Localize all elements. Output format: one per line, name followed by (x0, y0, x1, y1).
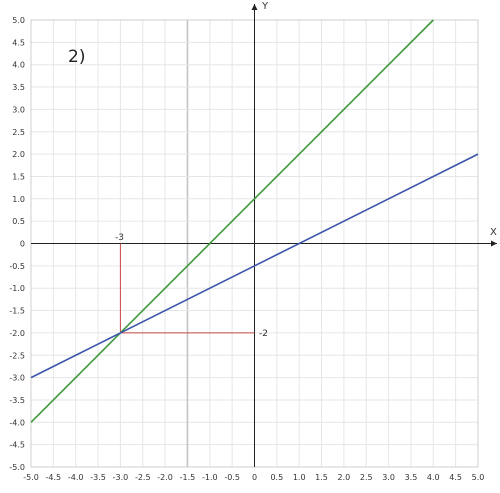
y-tick-label: 5.0 (12, 16, 25, 25)
y-tick-label: 4.5 (12, 38, 25, 47)
y-tick-label: 4.0 (12, 61, 25, 70)
x-tick-label: -5.0 (23, 473, 39, 482)
y-tick-label: 2.5 (12, 128, 25, 137)
guide-y-label: -2 (259, 329, 268, 339)
y-axis-arrow (251, 4, 258, 10)
tick-labels: -5.0 -4.5 -4.0 -3.5 -3.0 -2.5 -2.0 -1.5 -1.0 -0.5… (9, 16, 484, 482)
x-tick-label: 3.5 (405, 473, 418, 482)
y-tick-label: -2.0 (9, 329, 25, 338)
y-tick-label: -1.5 (9, 307, 25, 316)
series-lines (30, 19, 479, 423)
series-line-2 (30, 153, 479, 379)
y-tick-label: -0.5 (9, 262, 25, 271)
y-tick-label: -1.0 (9, 284, 25, 293)
y-tick-label: -3.0 (9, 374, 25, 383)
guide-x-label: -3 (115, 233, 124, 243)
x-tick-label: -2.0 (157, 473, 173, 482)
y-tick-label: 3.5 (12, 83, 25, 92)
x-tick-label: 2.0 (338, 473, 351, 482)
x-tick-label: 4.5 (449, 473, 462, 482)
x-tick-label: -0.5 (224, 473, 240, 482)
y-tick-label: 1.5 (12, 172, 25, 181)
x-tick-label: 3.0 (382, 473, 395, 482)
y-tick-label: -5.0 (9, 463, 25, 472)
series-line-1 (30, 19, 434, 423)
y-tick-label: 3.0 (12, 105, 25, 114)
y-tick-label: 0 (20, 240, 25, 249)
x-tick-label: -4.5 (46, 473, 62, 482)
axes (31, 4, 497, 467)
y-tick-label: -4.0 (9, 418, 25, 427)
x-tick-label: 1.5 (315, 473, 328, 482)
x-axis-arrow (491, 240, 497, 247)
guide-lines (119, 243, 255, 334)
x-tick-label: 5.0 (472, 473, 485, 482)
y-tick-label: 2.0 (12, 150, 25, 159)
x-tick-label: 1.0 (293, 473, 306, 482)
x-tick-label: 4.0 (427, 473, 440, 482)
x-tick-label: -3.5 (90, 473, 106, 482)
y-axis-label: Y (261, 1, 269, 12)
y-tick-label: -3.5 (9, 396, 25, 405)
chart-title: 2) (68, 47, 85, 67)
x-tick-label: -2.5 (135, 473, 151, 482)
x-tick-label: -1.5 (180, 473, 196, 482)
y-tick-label: 1.0 (12, 195, 25, 204)
y-tick-label: 0.5 (12, 217, 25, 226)
x-tick-label: -3.0 (113, 473, 129, 482)
x-tick-label: 2.5 (360, 473, 373, 482)
y-tick-label: -2.5 (9, 351, 25, 360)
x-tick-label: 0.5 (270, 473, 283, 482)
x-tick-label: -4.0 (68, 473, 84, 482)
x-tick-label: -1.0 (202, 473, 218, 482)
y-tick-label: -4.5 (9, 441, 25, 450)
x-tick-label: 0 (252, 473, 257, 482)
x-axis-label: X (490, 227, 497, 238)
